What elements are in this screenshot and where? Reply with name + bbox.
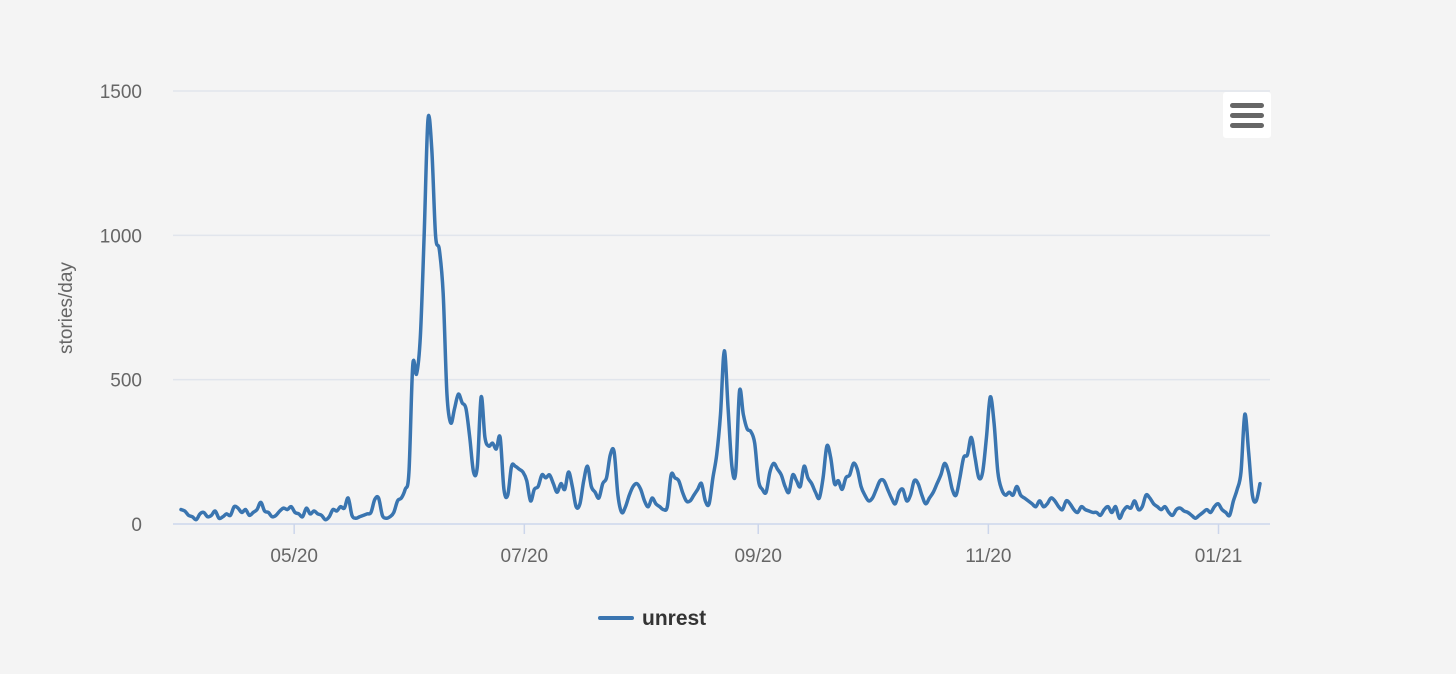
legend-label-unrest: unrest <box>642 607 706 630</box>
x-tick-label: 05/20 <box>270 546 318 567</box>
x-tick-label: 09/20 <box>734 546 782 567</box>
hamburger-menu-icon-bar <box>1230 112 1264 118</box>
y-tick-label: 500 <box>110 371 142 392</box>
series-line-unrest[interactable] <box>179 113 1262 522</box>
gridlines <box>173 90 1270 381</box>
y-axis-title: stories/day <box>56 262 77 354</box>
y-axis: 0 500 1000 1500 <box>100 82 142 536</box>
legend[interactable]: unrest <box>598 607 706 630</box>
x-tick-label: 11/20 <box>965 546 1011 567</box>
x-tick-label: 07/20 <box>501 546 549 567</box>
hamburger-menu-icon-bar <box>1230 102 1264 108</box>
x-axis: 05/20 07/20 09/20 11/20 01/21 <box>173 523 1270 567</box>
chart-menu-button[interactable] <box>1223 92 1271 138</box>
hamburger-menu-icon-bar <box>1230 122 1264 128</box>
y-tick-label: 1500 <box>100 82 142 103</box>
series-layer <box>179 113 1262 522</box>
x-tick-label: 01/21 <box>1195 546 1243 567</box>
y-tick-label: 1000 <box>100 226 142 247</box>
y-tick-label: 0 <box>131 515 142 536</box>
